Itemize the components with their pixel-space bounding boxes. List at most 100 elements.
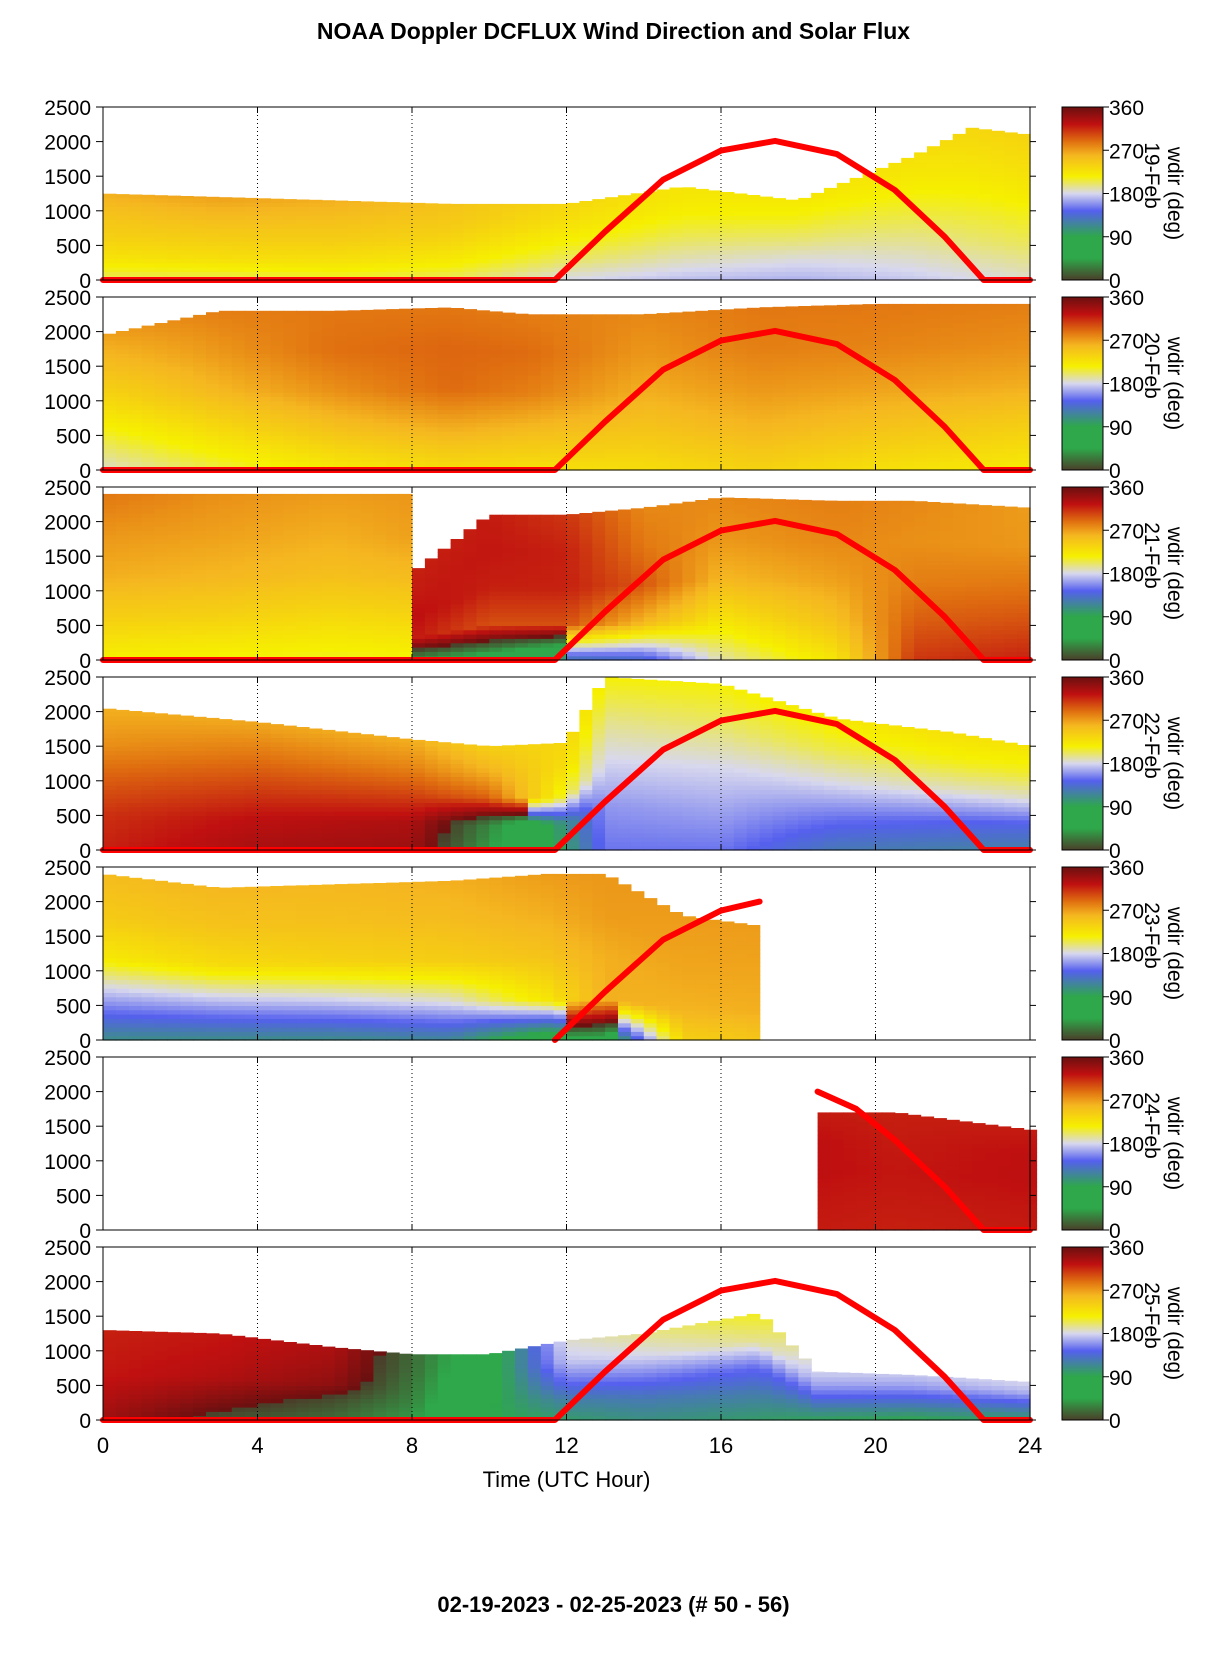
heatmap-cell [669,409,683,415]
heatmap-cell [721,413,735,419]
heatmap-cell [515,444,529,449]
heatmap-cell [914,171,928,177]
heatmap-cell [463,448,477,454]
heatmap-cell [167,457,181,462]
heatmap-cell [180,452,194,458]
heatmap-cell [244,228,259,233]
heatmap-cell [347,405,362,410]
heatmap-cell [592,206,606,212]
heatmap-cell [257,348,271,354]
heatmap-cell [180,634,194,639]
heatmap-cell [708,400,722,406]
heatmap-cell [566,348,580,354]
heatmap-cell [939,340,954,346]
heatmap-cell [218,569,233,575]
heatmap-cell [682,426,696,432]
heatmap-cell [309,387,323,393]
heatmap-cell [373,396,387,402]
heatmap-cell [721,254,735,259]
heatmap-cell [527,353,542,359]
heatmap-cell [836,314,851,320]
heatmap-cell [965,254,980,259]
heatmap-cell [579,314,593,320]
heatmap-cell [695,465,709,471]
heatmap-cell [515,396,529,402]
heatmap-cell [824,344,838,350]
heatmap-cell [939,413,954,419]
heatmap-cell [927,439,941,445]
heatmap-cell [412,396,426,402]
heatmap-cell [347,348,362,354]
heatmap-cell [193,612,207,618]
heatmap-cell [733,340,748,346]
heatmap-cell [553,232,568,238]
heatmap-cell [154,228,168,233]
heatmap-cell [115,500,130,505]
heatmap-cell [579,409,593,415]
heatmap-cell [927,267,941,272]
heatmap-cell [206,513,220,518]
heatmap-cell [489,444,503,449]
heatmap-cell [772,435,786,441]
heatmap-cell [759,461,774,467]
heatmap-cell [759,202,774,207]
heatmap-cell [334,370,349,376]
heatmap-cell [399,418,413,423]
heatmap-cell [927,193,941,199]
heatmap-cell [515,400,529,406]
heatmap-cell [798,461,812,467]
heatmap-cell [798,392,812,397]
heatmap-cell [360,431,374,436]
heatmap-cell [592,335,606,341]
heatmap-cell [141,508,156,514]
heatmap-cell [592,452,606,458]
heatmap-cell [527,426,542,432]
heatmap-cell [901,405,915,410]
heatmap-cell [103,241,117,246]
heatmap-cell [309,379,323,385]
heatmap-cell [875,310,889,315]
heatmap-cell [296,625,310,631]
heatmap-cell [721,387,735,393]
heatmap-cell [424,366,439,372]
heatmap-cell [154,392,168,397]
heatmap-cell [115,215,130,220]
heatmap-cell [927,154,941,160]
heatmap-cell [218,448,233,454]
heatmap-cell [695,426,709,432]
heatmap-cell [553,400,568,406]
heatmap-cell [321,435,336,441]
heatmap-cell [656,344,671,350]
heatmap-cell [682,331,696,337]
heatmap-cell [605,210,619,216]
heatmap-cell [412,374,426,380]
heatmap-cell [424,249,439,255]
heatmap-cell [746,258,761,264]
heatmap-cell [811,228,825,233]
heatmap-cell [862,348,877,354]
heatmap-cell [927,171,941,177]
heatmap-cell [309,629,323,635]
heatmap-cell [965,223,980,229]
heatmap-cell [721,267,735,272]
heatmap-cell [901,171,915,177]
heatmap-cell [669,219,683,225]
heatmap-cell [296,431,310,436]
heatmap-cell [193,335,207,341]
heatmap-cell [424,219,439,225]
heatmap-cell [733,275,748,281]
heatmap-cell [270,366,284,372]
heatmap-cell [1017,461,1031,467]
heatmap-cell [708,348,722,354]
heatmap-cell [939,357,954,363]
heatmap-cell [927,305,941,311]
heatmap-cell [875,323,889,328]
heatmap-cell [334,245,349,251]
heatmap-cell [759,206,774,212]
heatmap-cell [618,348,632,354]
heatmap-cell [257,323,271,328]
heatmap-cell [180,353,194,359]
heatmap-cell [759,223,774,229]
heatmap-cell [965,392,980,397]
heatmap-cell [875,303,889,307]
